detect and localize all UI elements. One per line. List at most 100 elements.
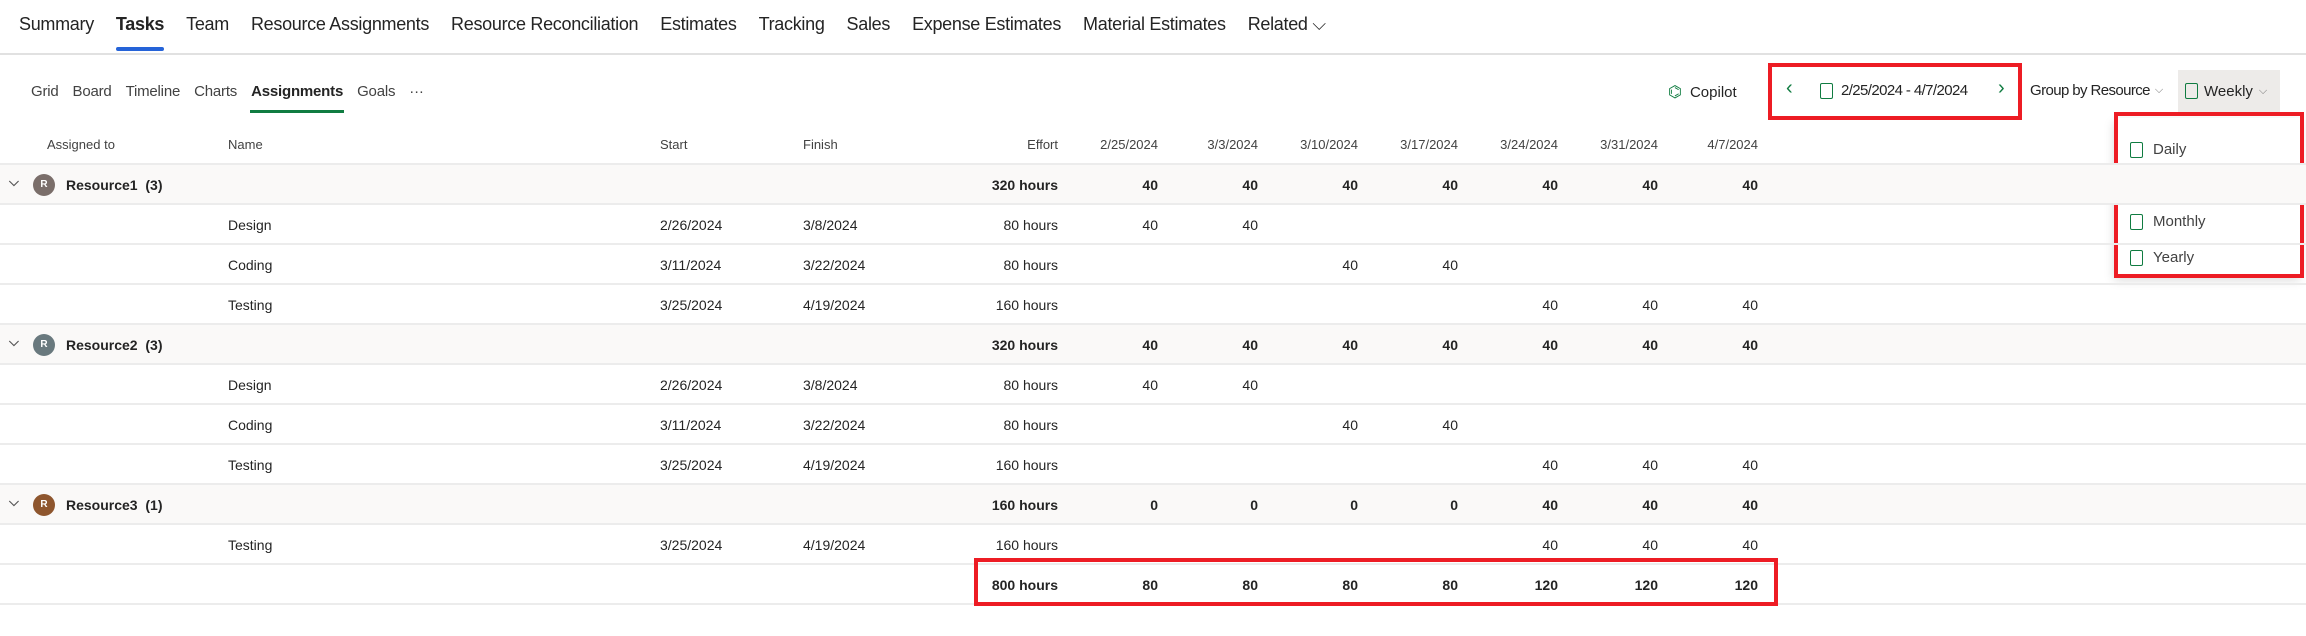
week-effort: 40 <box>1642 497 1658 513</box>
collapse-chevron-icon[interactable]: ⌵ <box>9 334 19 349</box>
chevron-down-icon: ⌵ <box>2154 84 2164 96</box>
week-effort: 120 <box>1734 577 1758 593</box>
task-name[interactable]: Coding <box>228 257 273 273</box>
tab-team[interactable]: Team <box>186 14 229 34</box>
week-effort: 0 <box>1450 497 1458 513</box>
header-start[interactable]: Start <box>660 137 688 152</box>
view-tab-charts[interactable]: Charts <box>194 83 238 100</box>
previous-range-button[interactable]: ‹ <box>1786 77 1793 99</box>
tab-tasks[interactable]: Tasks <box>115 14 165 51</box>
tab-estimates[interactable]: Estimates <box>660 14 737 34</box>
week-effort: 0 <box>1350 497 1358 513</box>
task-name[interactable]: Design <box>228 377 272 393</box>
header-week[interactable]: 3/31/2024 <box>1600 137 1658 152</box>
effort-value: 80 hours <box>1003 417 1058 433</box>
week-effort: 40 <box>1342 257 1358 273</box>
start-date: 3/25/2024 <box>660 297 723 313</box>
week-effort: 40 <box>1542 177 1558 193</box>
daily-calendar-icon <box>2130 141 2143 158</box>
copilot-icon: ⌬ <box>1668 84 1682 101</box>
more-views-button[interactable]: ··· <box>409 83 424 100</box>
view-tab-assignments[interactable]: Assignments <box>250 83 345 113</box>
task-row: Coding 3/11/2024 3/22/2024 80 hours 40 40 <box>0 245 2306 285</box>
weekly-calendar-icon <box>2185 83 2198 99</box>
week-effort: 40 <box>1542 537 1558 553</box>
tab-resource-reconciliation[interactable]: Resource Reconciliation <box>451 14 639 34</box>
task-row: Testing 3/25/2024 4/19/2024 160 hours 40 40 40 <box>0 525 2306 565</box>
finish-date: 4/19/2024 <box>803 457 866 473</box>
finish-date: 3/8/2024 <box>803 217 858 233</box>
effort-value: 320 hours <box>991 177 1058 193</box>
start-date: 3/11/2024 <box>660 417 722 433</box>
week-effort: 40 <box>1442 257 1458 273</box>
header-finish[interactable]: Finish <box>803 137 838 152</box>
tab-tracking[interactable]: Tracking <box>758 14 825 34</box>
task-name[interactable]: Testing <box>228 297 273 313</box>
header-week[interactable]: 3/10/2024 <box>1300 137 1358 152</box>
group-row: ⌵ R Resource2 (3) 320 hours 40 40 40 40 40 40 40 <box>0 325 2306 365</box>
copilot-button[interactable]: ⌬ Copilot <box>1668 83 1737 102</box>
finish-date: 3/22/2024 <box>803 257 866 273</box>
week-effort: 80 <box>1342 577 1358 593</box>
header-effort[interactable]: Effort <box>1027 137 1058 152</box>
tab-summary[interactable]: Summary <box>19 14 94 34</box>
date-range-label[interactable]: 2/25/2024 - 4/7/2024 <box>1841 82 1968 99</box>
effort-value: 800 hours <box>991 577 1058 593</box>
finish-date: 3/8/2024 <box>803 377 858 393</box>
header-week[interactable]: 3/24/2024 <box>1500 137 1558 152</box>
view-tab-board[interactable]: Board <box>72 83 112 100</box>
task-name[interactable]: Design <box>228 217 272 233</box>
week-effort: 0 <box>1250 497 1258 513</box>
tab-resource-assignments[interactable]: Resource Assignments <box>250 14 430 34</box>
tab-material-estimates[interactable]: Material Estimates <box>1083 14 1226 34</box>
resource-name: Resource2 (3) <box>66 337 163 353</box>
task-name[interactable]: Coding <box>228 417 273 433</box>
collapse-chevron-icon[interactable]: ⌵ <box>9 494 19 509</box>
effort-value: 80 hours <box>1003 217 1058 233</box>
view-tab-list: Grid Board Timeline Charts Assignments Goals ·… <box>31 83 424 113</box>
tab-expense-estimates[interactable]: Expense Estimates <box>912 14 1062 34</box>
header-week[interactable]: 2/25/2024 <box>1100 137 1158 152</box>
week-effort: 40 <box>1342 337 1358 353</box>
week-effort: 40 <box>1442 417 1458 433</box>
menu-item-yearly[interactable]: Yearly <box>2130 249 2194 266</box>
menu-item-monthly[interactable]: Monthly <box>2130 213 2206 230</box>
week-effort: 40 <box>1242 337 1258 353</box>
week-effort: 40 <box>1442 337 1458 353</box>
week-effort: 40 <box>1542 497 1558 513</box>
week-effort: 40 <box>1542 337 1558 353</box>
week-effort: 120 <box>1634 577 1658 593</box>
header-assigned-to[interactable]: Assigned to <box>47 137 115 152</box>
week-effort: 40 <box>1642 337 1658 353</box>
header-name[interactable]: Name <box>228 137 263 152</box>
week-effort: 40 <box>1242 217 1258 233</box>
week-effort: 40 <box>1242 177 1258 193</box>
task-row: Design 2/26/2024 3/8/2024 80 hours 40 40 <box>0 205 2306 245</box>
resource-name: Resource1 (3) <box>66 177 163 193</box>
header-week[interactable]: 3/17/2024 <box>1400 137 1458 152</box>
next-range-button[interactable]: › <box>1998 77 2005 99</box>
week-effort: 40 <box>1642 297 1658 313</box>
week-effort: 40 <box>1142 177 1158 193</box>
collapse-chevron-icon[interactable]: ⌵ <box>9 174 19 189</box>
group-by-dropdown[interactable]: Group by Resource ⌵ <box>2030 82 2164 99</box>
effort-value: 320 hours <box>991 337 1058 353</box>
view-tab-grid[interactable]: Grid <box>31 83 59 100</box>
view-tab-goals[interactable]: Goals <box>357 83 396 100</box>
header-week[interactable]: 4/7/2024 <box>1707 137 1758 152</box>
tab-related-[interactable]: Related ⌵ <box>1247 14 1326 34</box>
view-tab-timeline[interactable]: Timeline <box>125 83 181 100</box>
week-effort: 80 <box>1142 577 1158 593</box>
effort-value: 160 hours <box>995 457 1058 473</box>
finish-date: 4/19/2024 <box>803 297 866 313</box>
task-name[interactable]: Testing <box>228 537 273 553</box>
week-effort: 40 <box>1342 177 1358 193</box>
task-row: Testing 3/25/2024 4/19/2024 160 hours 40 40 40 <box>0 445 2306 485</box>
menu-item-daily[interactable]: Daily <box>2130 141 2186 158</box>
monthly-calendar-icon <box>2130 213 2143 230</box>
timescale-dropdown[interactable]: Weekly ⌵ <box>2178 70 2280 112</box>
task-name[interactable]: Testing <box>228 457 273 473</box>
header-week[interactable]: 3/3/2024 <box>1207 137 1258 152</box>
tab-sales[interactable]: Sales <box>846 14 891 34</box>
yearly-calendar-icon <box>2130 249 2143 266</box>
